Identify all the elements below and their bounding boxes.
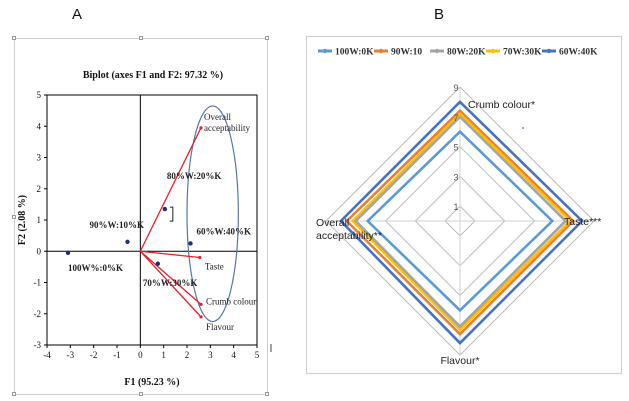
- frame-handle: [12, 392, 16, 396]
- legend-swatch-marker: [322, 48, 328, 54]
- variable-vector-tip: [199, 315, 203, 319]
- frame-handle: [265, 392, 269, 396]
- x-tick-label: 2: [185, 350, 190, 360]
- radar-series-line: [365, 129, 555, 313]
- y-tick-label: 0: [37, 246, 42, 256]
- legend-label: 80W:20K: [447, 48, 486, 58]
- legend-label: 70W:30K: [503, 48, 542, 58]
- legend-swatch-marker: [434, 48, 440, 54]
- observation-label: 90%W:10%K: [90, 220, 145, 230]
- variable-vector: [139, 250, 202, 305]
- radar-axis-label-flavour: Flavour*: [440, 355, 479, 367]
- radar-ring-label: 5: [453, 143, 458, 153]
- y-tick-label: 5: [37, 90, 42, 100]
- observation-label: 100W%:0%K: [68, 263, 123, 273]
- frame-handle: [12, 215, 16, 219]
- frame-handle: [12, 36, 16, 40]
- variable-vector-tip: [198, 255, 202, 260]
- x-tick-label: -4: [43, 350, 51, 360]
- x-tick-label: 4: [231, 350, 236, 360]
- variable-vector: [139, 250, 202, 318]
- x-tick-label: -2: [90, 350, 98, 360]
- x-tick-label: -1: [113, 350, 121, 360]
- radar-axis-label-crumb: Crumb colour*: [468, 99, 535, 111]
- observation-point: [125, 239, 130, 245]
- y-tick-label: 3: [37, 153, 42, 163]
- frame-handle: [139, 392, 143, 396]
- chart-title: Biplot (axes F1 and F2: 97.32 %): [83, 70, 223, 81]
- radar-series-line: [353, 114, 568, 329]
- variable-vector-tip: [199, 126, 203, 130]
- frame-handle: [139, 36, 143, 40]
- variable-vector: [140, 250, 200, 259]
- observation-point: [155, 261, 161, 266]
- radar-series-line: [339, 100, 584, 345]
- legend-label: 100W:0K: [335, 48, 374, 58]
- observation-label: 60%W:40%K: [197, 226, 252, 236]
- observation-point: [65, 250, 71, 256]
- radar-frame: [306, 36, 622, 374]
- stray-mark: [522, 127, 524, 129]
- x-tick-label: 1: [161, 350, 166, 360]
- y-tick-label: 2: [37, 184, 42, 194]
- legend-swatch-marker: [490, 48, 496, 54]
- x-axis-label: F1 (95.23 %): [124, 377, 179, 388]
- radar-ring-label: 7: [453, 113, 458, 123]
- y-tick-label: 4: [37, 121, 42, 131]
- variable-label: Flavour: [206, 322, 234, 332]
- observation-label: 70%W:30%K: [143, 278, 198, 288]
- variable-label: Taste: [205, 262, 224, 272]
- radar-axis-label-overall: Overall acceptability**: [316, 217, 382, 242]
- variable-vector: [139, 127, 202, 252]
- y-tick-label: -1: [34, 278, 42, 288]
- x-tick-label: -3: [67, 350, 75, 360]
- observation-label: 80%W:20%K: [167, 171, 222, 181]
- radar-axis-label-taste: Taste***: [564, 216, 601, 228]
- radar-series-line: [350, 111, 573, 332]
- confidence-ellipse: [186, 105, 239, 323]
- label-leader: [169, 206, 174, 222]
- x-tick-label: 3: [208, 350, 213, 360]
- radar-series-line: [344, 109, 576, 336]
- y-tick-label: -2: [34, 309, 42, 319]
- observation-point: [188, 241, 193, 246]
- x-tick-label: 0: [138, 350, 143, 360]
- y-axis-label: F2 (2.08 %): [17, 195, 28, 245]
- y-tick-label: 1: [37, 215, 42, 225]
- variable-vector-tip: [199, 302, 203, 306]
- legend-swatch-marker: [546, 48, 552, 54]
- frame-handle: [265, 36, 269, 40]
- legend-swatch-marker: [378, 48, 384, 54]
- legend-label: 60W:40K: [559, 48, 598, 58]
- radar-ring-label: 1: [453, 202, 458, 212]
- variable-label: Crumb colour: [206, 296, 256, 306]
- legend-label: 90W:10: [391, 48, 422, 58]
- observation-point: [162, 206, 168, 212]
- y-tick-label: -3: [34, 340, 42, 350]
- variable-label: Overall acceptability: [204, 112, 250, 133]
- x-tick-label: 5: [255, 350, 260, 360]
- panel-label-a: A: [72, 6, 83, 23]
- radar-ring-label: 3: [453, 172, 458, 182]
- radar-ring-label: 9: [453, 83, 458, 93]
- panel-label-b: B: [434, 6, 445, 23]
